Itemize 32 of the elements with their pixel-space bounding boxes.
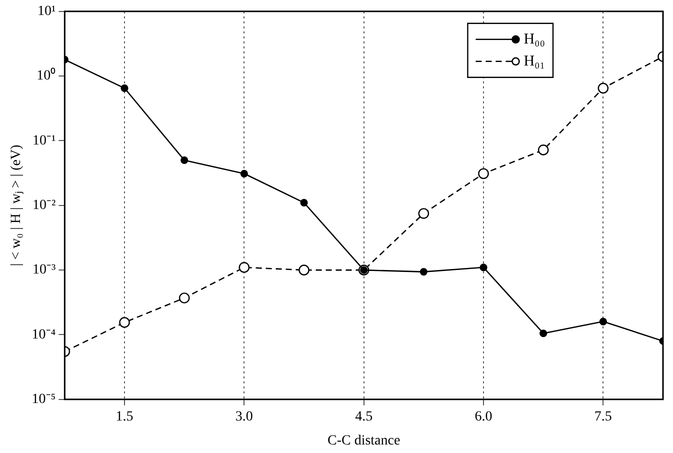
x-tick-label: 4.5 (355, 409, 373, 424)
y-tick-label: 10⁻¹ (32, 133, 56, 148)
y-tick-label: 10⁻³ (32, 262, 56, 278)
point (598, 82, 609, 94)
point (540, 330, 548, 338)
point (538, 144, 549, 156)
x-tick-label: 6.0 (474, 409, 492, 424)
point (120, 84, 128, 92)
point (240, 170, 248, 178)
legend-label: H₀₁ (524, 53, 546, 70)
y-tick-label: 10⁻⁴ (32, 327, 56, 342)
point (420, 268, 428, 276)
point (599, 318, 607, 326)
x-tick-label: 1.5 (116, 409, 134, 424)
point (480, 264, 488, 272)
y-tick-label: 10¹ (37, 4, 56, 20)
y-tick-label: 10⁻² (32, 198, 56, 214)
point (418, 208, 430, 219)
point (298, 264, 310, 276)
point (238, 262, 250, 273)
x-axis-title: C-C distance (327, 433, 400, 448)
point (478, 168, 489, 180)
legend-label: H₀₀ (524, 31, 546, 48)
x-tick-label: 3.0 (235, 409, 253, 424)
point (178, 292, 190, 304)
y-tick-label: 10⁻⁵ (32, 392, 56, 408)
point (119, 317, 130, 328)
x-tick-label: 7.5 (594, 409, 612, 424)
y-axis-title: | < w₀ | H | wⱼ > | (eV) (9, 144, 24, 266)
y-tick-label: 10⁰ (36, 68, 56, 84)
point (180, 156, 188, 164)
point (300, 198, 308, 207)
